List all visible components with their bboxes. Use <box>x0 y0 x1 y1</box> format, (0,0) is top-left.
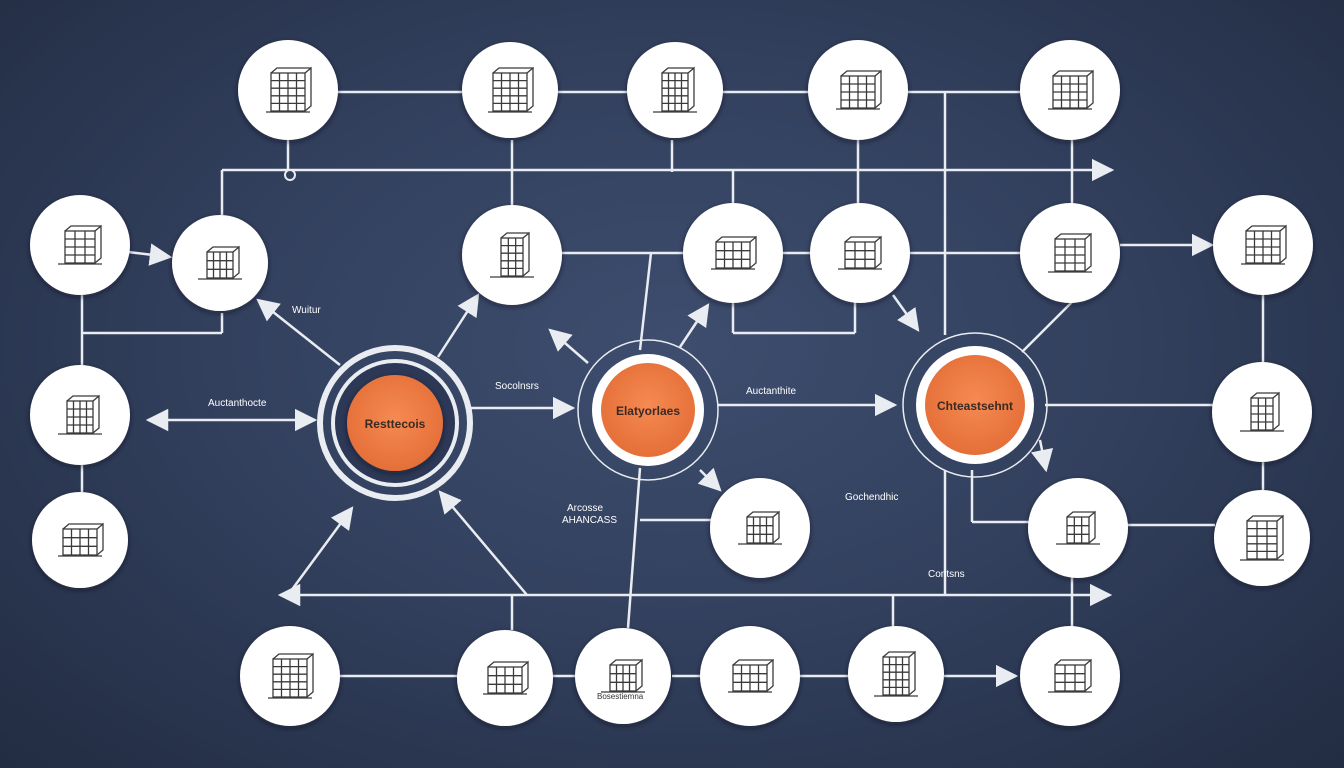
open-book-icon <box>483 660 529 695</box>
connector <box>678 303 710 348</box>
building-node <box>240 626 340 726</box>
connector <box>626 467 642 629</box>
node-circle <box>1028 478 1128 578</box>
grid-tower-icon <box>1048 658 1092 693</box>
node-circle <box>1212 362 1312 462</box>
hub-ring <box>902 332 1048 478</box>
connector <box>697 467 722 492</box>
edge-label: Contsns <box>928 569 965 580</box>
hubs <box>317 332 1048 501</box>
building-node <box>32 492 128 588</box>
office-building-icon <box>198 245 242 280</box>
cube-building-icon <box>58 224 102 265</box>
book-building-icon <box>738 510 782 545</box>
hub-chteastsehnt <box>925 355 1025 455</box>
hub-ring <box>317 345 473 501</box>
hub-label: Resttecois <box>364 417 426 431</box>
node-circle <box>30 195 130 295</box>
edge-label: Socolnsrs <box>495 381 539 392</box>
connector <box>548 328 589 364</box>
connector <box>256 298 341 366</box>
building-node <box>627 42 723 138</box>
building-sketch-icon <box>266 66 312 113</box>
edge-label: AHANCASS <box>562 515 618 526</box>
edge-label: Gochendhic <box>845 492 899 503</box>
building-node <box>1020 40 1120 140</box>
building-node <box>1213 195 1313 295</box>
hub-resttecois <box>347 375 443 471</box>
hub-label: Chteastsehnt <box>936 399 1013 413</box>
crate-building-icon <box>268 652 314 699</box>
office-tower-icon <box>838 235 882 270</box>
hub-ring <box>577 339 719 481</box>
building-node <box>30 195 130 295</box>
building-node <box>700 626 800 726</box>
connector <box>638 252 653 351</box>
connector <box>891 294 920 332</box>
connectors <box>80 90 1265 688</box>
city-block-icon <box>836 69 882 110</box>
edge-label: Auctanthocte <box>208 398 267 409</box>
node-circle <box>1214 490 1310 586</box>
connector <box>1030 439 1054 473</box>
storefront-icon <box>58 522 104 557</box>
building-node <box>1028 478 1128 578</box>
building-node <box>683 203 783 303</box>
building-node <box>808 40 908 140</box>
highrise-icon <box>874 650 918 697</box>
edge-label: Wuitur <box>292 305 321 316</box>
wireframe-house-icon <box>1056 510 1100 545</box>
building-node <box>172 215 268 311</box>
building-node <box>810 203 910 303</box>
building-node <box>1212 362 1312 462</box>
connector <box>127 243 173 266</box>
house-icon <box>1240 514 1284 561</box>
building-nodes <box>30 40 1313 726</box>
connector <box>286 506 354 596</box>
edge-label: Arcosse <box>567 503 604 514</box>
round-tower-icon <box>490 231 534 278</box>
building-node <box>1020 626 1120 726</box>
building-node <box>1214 490 1310 586</box>
building-node <box>238 40 338 140</box>
node-circle <box>810 203 910 303</box>
angled-tower-icon <box>1241 224 1287 265</box>
connector <box>436 293 480 358</box>
tall-block-icon <box>1240 391 1284 432</box>
connector <box>1021 301 1073 353</box>
facade-icon <box>58 394 102 435</box>
building-node <box>848 626 944 722</box>
building-node <box>462 42 558 138</box>
hub-elatyorlaes <box>601 363 695 457</box>
building-node <box>710 478 810 578</box>
node-circle <box>1020 626 1120 726</box>
junction-dot <box>284 169 296 181</box>
building-node <box>30 365 130 465</box>
building-node <box>1020 203 1120 303</box>
blueprint-icon <box>653 66 697 113</box>
apartment-block-icon <box>1048 232 1092 273</box>
building-node <box>462 205 562 305</box>
framed-house-icon <box>1048 69 1094 110</box>
skyscraper-icon <box>711 235 757 270</box>
building-node <box>457 630 553 726</box>
campus-icon <box>728 658 774 693</box>
node-circle <box>462 205 562 305</box>
edge-label: Auctanthite <box>746 386 797 397</box>
drafting-compass-icon <box>601 658 645 693</box>
node-caption: Bosestiemna <box>597 692 644 701</box>
connector <box>438 490 528 596</box>
hub-label: Elatyorlaes <box>615 404 681 418</box>
tower-icon <box>488 66 534 113</box>
node-circle <box>1020 203 1120 303</box>
building-node <box>575 628 671 724</box>
